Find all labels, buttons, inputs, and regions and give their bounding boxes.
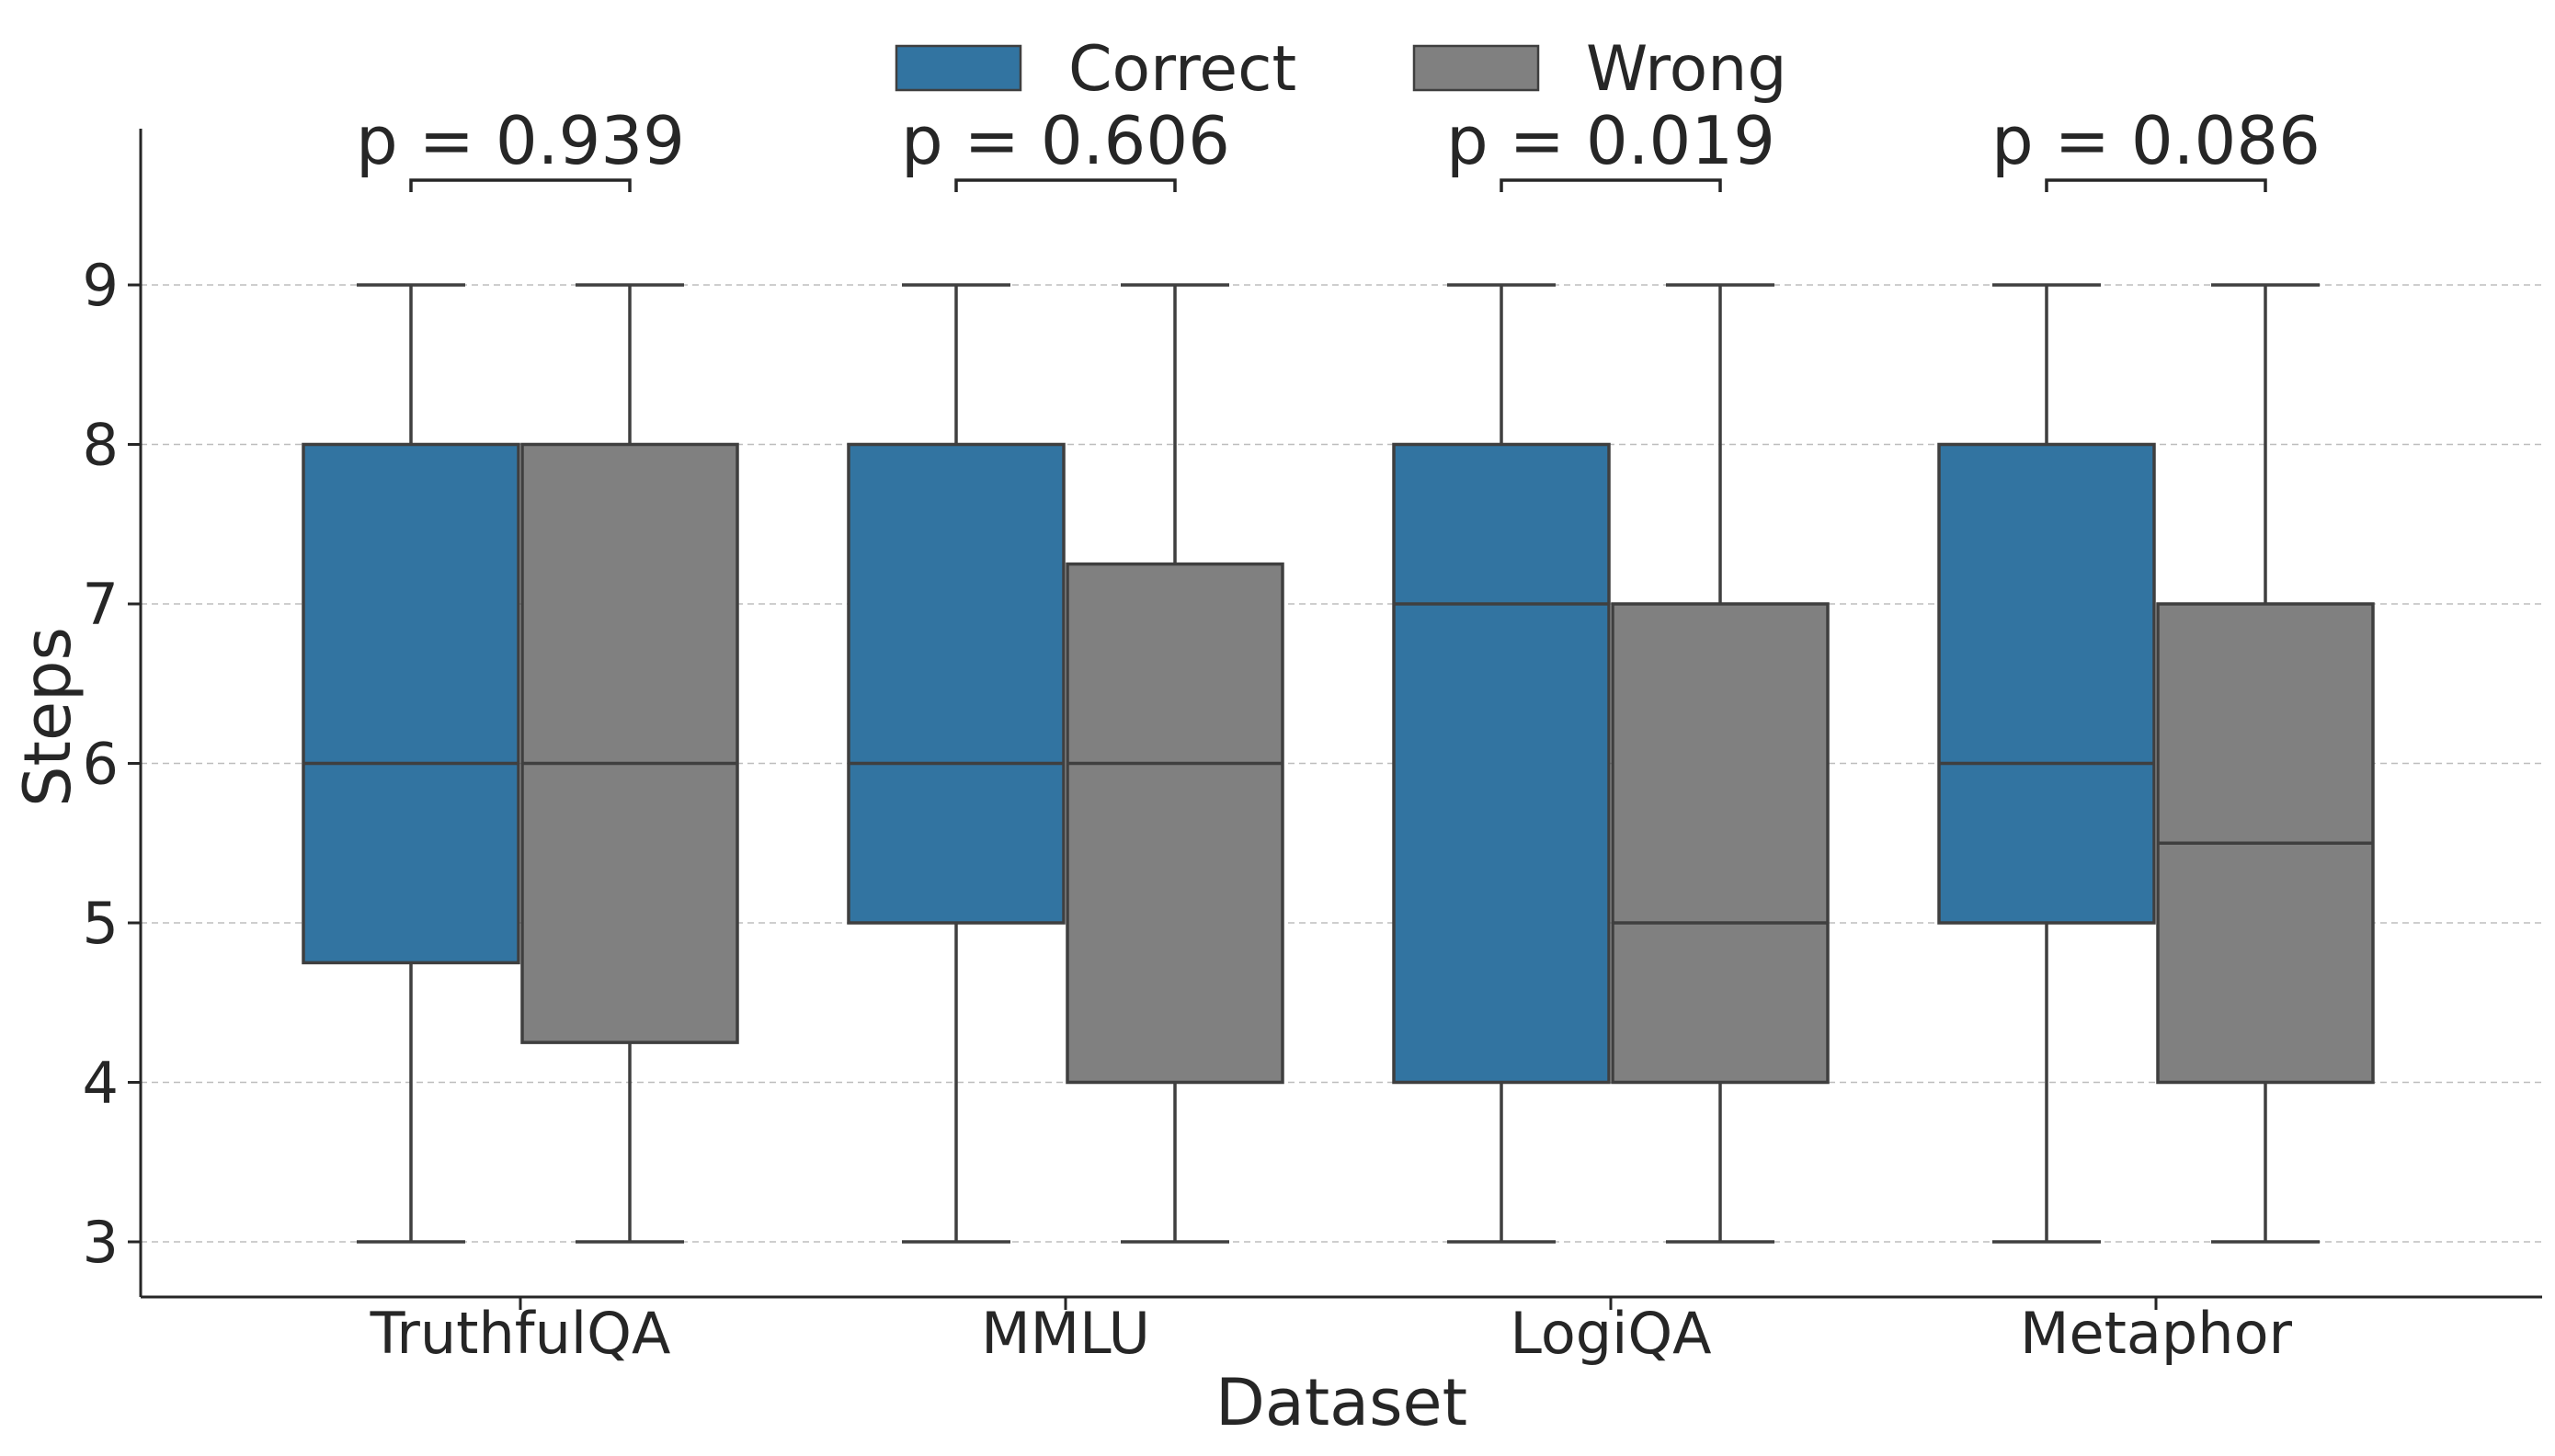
box-wrong-TruthfulQA	[520, 283, 739, 1244]
box-correct-LogiQA	[1392, 283, 1611, 1244]
iqr-box	[1937, 442, 2156, 925]
box-wrong-Metaphor	[2156, 283, 2375, 1244]
y-tick-label-9: 9	[83, 252, 119, 319]
y-tick-label-3: 3	[83, 1209, 119, 1276]
y-axis-title: Steps	[10, 627, 86, 807]
x-tick-label-TruthfulQA: TruthfulQA	[370, 1300, 671, 1367]
x-tick-label-Metaphor: Metaphor	[2020, 1300, 2293, 1367]
y-tick-label-7: 7	[83, 571, 119, 638]
p-value-bracket-LogiQA	[1500, 178, 1722, 192]
y-tick-label-6: 6	[83, 731, 119, 798]
box-wrong-LogiQA	[1611, 283, 1830, 1244]
iqr-box	[1066, 562, 1284, 1085]
axes	[139, 129, 2542, 1299]
legend-label-correct: Correct	[1068, 33, 1296, 106]
legend-label-wrong: Wrong	[1586, 33, 1787, 106]
box-correct-MMLU	[847, 283, 1066, 1244]
ticks: 3 4 5 6 7 8 9 TruthfulQA MMLU LogiQA Metaphor	[83, 252, 2293, 1367]
box-correct-Metaphor	[1937, 283, 2156, 1244]
p-value-label-Metaphor: p = 0.086	[1991, 102, 2321, 179]
legend: Correct Wrong	[895, 33, 1787, 106]
x-tick-label-MMLU: MMLU	[981, 1300, 1150, 1367]
x-axis-title: Dataset	[1215, 1365, 1467, 1440]
p-value-bracket-TruthfulQA	[409, 178, 632, 192]
iqr-box	[302, 442, 520, 965]
p-value-label-TruthfulQA: p = 0.939	[356, 102, 685, 179]
p-value-label-LogiQA: p = 0.019	[1446, 102, 1775, 179]
boxes	[302, 283, 2375, 1244]
iqr-box	[1392, 442, 1611, 1085]
y-tick-label-4: 4	[83, 1050, 119, 1117]
box-wrong-MMLU	[1066, 283, 1284, 1244]
y-tick-label-5: 5	[83, 890, 119, 957]
iqr-box	[847, 442, 1066, 925]
iqr-box	[520, 442, 739, 1044]
p-value-label-MMLU: p = 0.606	[901, 102, 1230, 179]
y-tick-label-8: 8	[83, 412, 119, 479]
x-tick-label-LogiQA: LogiQA	[1510, 1300, 1711, 1367]
p-value-bracket-MMLU	[954, 178, 1177, 192]
legend-swatch-correct	[895, 44, 1022, 92]
p-value-annotations: p = 0.939 p = 0.606 p = 0.019 p = 0.086	[356, 102, 2321, 192]
iqr-box	[1611, 602, 1830, 1085]
box-correct-TruthfulQA	[302, 283, 520, 1244]
p-value-bracket-Metaphor	[2045, 178, 2267, 192]
legend-swatch-wrong	[1412, 44, 1540, 92]
